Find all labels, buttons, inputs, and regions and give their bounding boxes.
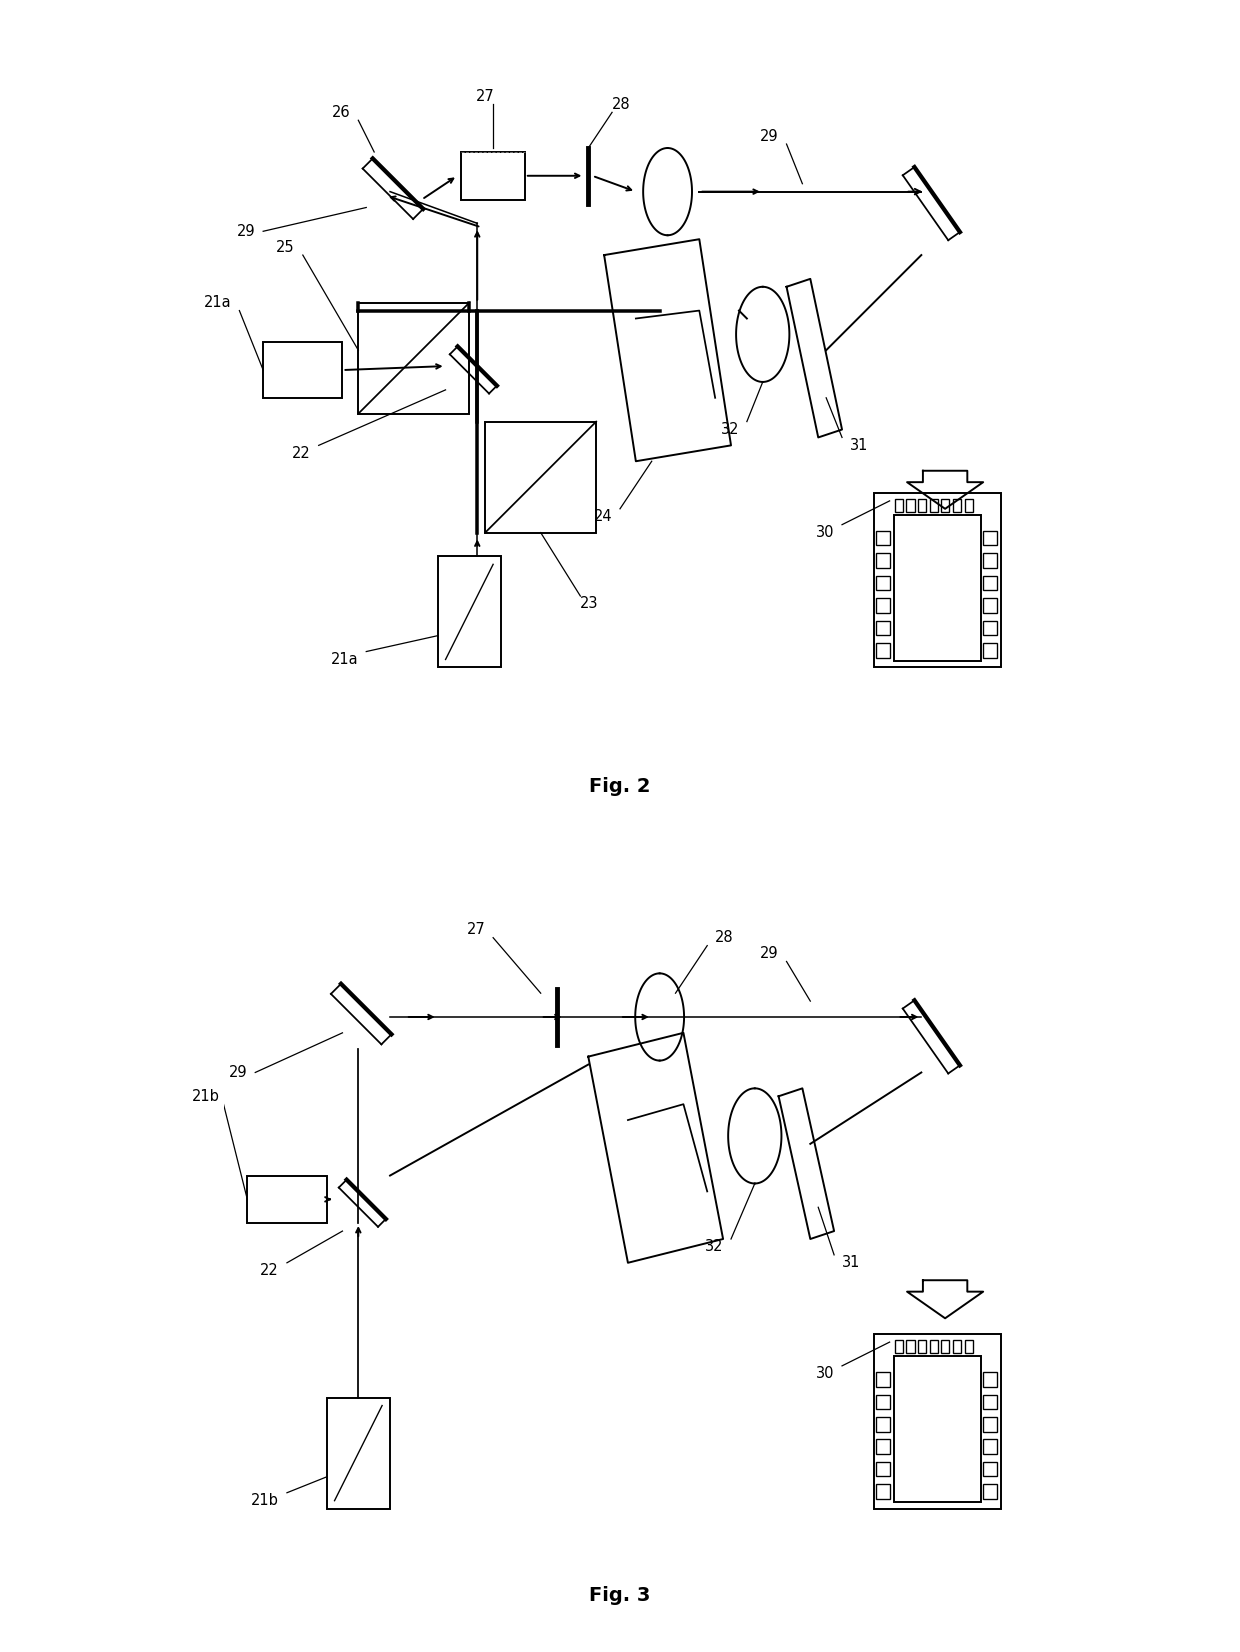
Text: 24: 24: [594, 509, 613, 524]
Bar: [941, 499, 950, 512]
Bar: [983, 577, 997, 590]
Bar: [983, 1394, 997, 1409]
Text: 21b: 21b: [252, 1493, 279, 1508]
Text: 28: 28: [715, 930, 734, 945]
Bar: [877, 1373, 890, 1386]
Text: 31: 31: [842, 1256, 861, 1270]
Text: 22: 22: [260, 1264, 279, 1279]
Text: 21a: 21a: [331, 653, 358, 667]
Bar: [918, 499, 926, 512]
Bar: [877, 1462, 890, 1477]
Bar: [983, 1439, 997, 1454]
Text: 21b: 21b: [192, 1089, 219, 1104]
Bar: [983, 1417, 997, 1432]
Text: 29: 29: [760, 129, 779, 144]
Bar: [930, 1340, 937, 1353]
Bar: [326, 1398, 391, 1508]
Bar: [485, 421, 596, 532]
Text: 23: 23: [580, 596, 599, 611]
Text: 25: 25: [277, 240, 295, 254]
Bar: [965, 499, 972, 512]
Text: Fig. 2: Fig. 2: [589, 776, 651, 796]
Text: 31: 31: [849, 438, 868, 453]
Bar: [983, 553, 997, 568]
Bar: [877, 598, 890, 613]
Bar: [877, 553, 890, 568]
Bar: [877, 621, 890, 636]
Text: 21a: 21a: [203, 296, 232, 311]
Bar: [874, 1335, 1001, 1508]
Bar: [874, 492, 1001, 667]
Bar: [918, 1340, 926, 1353]
Text: 30: 30: [816, 1366, 835, 1381]
Bar: [877, 1439, 890, 1454]
Bar: [965, 1340, 972, 1353]
Bar: [983, 1483, 997, 1498]
Bar: [877, 1483, 890, 1498]
Bar: [894, 515, 981, 661]
Bar: [983, 598, 997, 613]
Bar: [877, 1394, 890, 1409]
Text: Fig. 3: Fig. 3: [589, 1586, 651, 1606]
Text: 29: 29: [237, 223, 255, 240]
Bar: [983, 530, 997, 545]
Bar: [247, 1176, 326, 1222]
Bar: [895, 1340, 903, 1353]
Bar: [358, 302, 469, 413]
Text: 30: 30: [816, 525, 835, 540]
Bar: [877, 643, 890, 657]
Bar: [952, 1340, 961, 1353]
Bar: [952, 499, 961, 512]
Text: 29: 29: [760, 947, 779, 961]
Bar: [941, 1340, 950, 1353]
Bar: [877, 530, 890, 545]
Bar: [930, 499, 937, 512]
Text: 26: 26: [332, 104, 351, 121]
Bar: [983, 1373, 997, 1386]
Text: 29: 29: [228, 1066, 247, 1080]
Bar: [906, 499, 915, 512]
Text: 32: 32: [720, 421, 739, 438]
Text: 28: 28: [613, 97, 631, 112]
Bar: [895, 499, 903, 512]
Bar: [894, 1356, 981, 1502]
Bar: [906, 1340, 915, 1353]
Bar: [983, 621, 997, 636]
Text: 32: 32: [704, 1239, 723, 1254]
Text: 27: 27: [476, 89, 495, 104]
Bar: [877, 577, 890, 590]
Bar: [461, 152, 525, 200]
Text: 22: 22: [291, 446, 311, 461]
Bar: [877, 1417, 890, 1432]
Text: 27: 27: [466, 922, 485, 937]
Bar: [983, 643, 997, 657]
Bar: [263, 342, 342, 398]
Bar: [983, 1462, 997, 1477]
Bar: [438, 557, 501, 667]
